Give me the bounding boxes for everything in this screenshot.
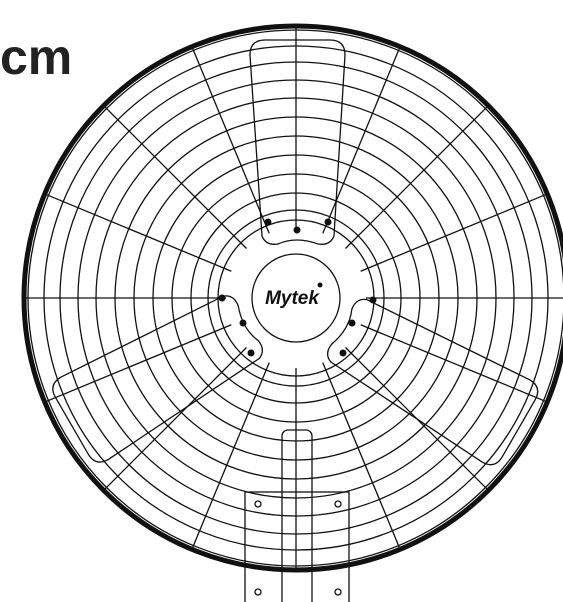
hole <box>255 589 261 595</box>
fan: Mytek <box>24 26 563 602</box>
logo-dot <box>318 283 323 288</box>
page: {"label": "cm", "logo": "Mytek"} Mytek c… <box>0 0 563 602</box>
unit-label: cm <box>0 29 72 85</box>
bolt <box>349 320 356 327</box>
bolt <box>294 227 301 234</box>
logo: Mytek <box>265 288 320 309</box>
bolt <box>265 219 272 226</box>
blade <box>318 285 542 469</box>
bolt <box>370 297 377 304</box>
bolt <box>340 350 347 357</box>
blades <box>48 40 542 469</box>
bolt <box>248 350 255 357</box>
hole <box>255 501 261 507</box>
fan-drawing: Mytek cm <box>0 0 563 602</box>
bolt <box>219 295 226 302</box>
hole <box>335 501 341 507</box>
hole <box>335 589 341 595</box>
bolt <box>240 320 247 327</box>
bolt <box>325 219 332 226</box>
blade <box>48 282 272 466</box>
